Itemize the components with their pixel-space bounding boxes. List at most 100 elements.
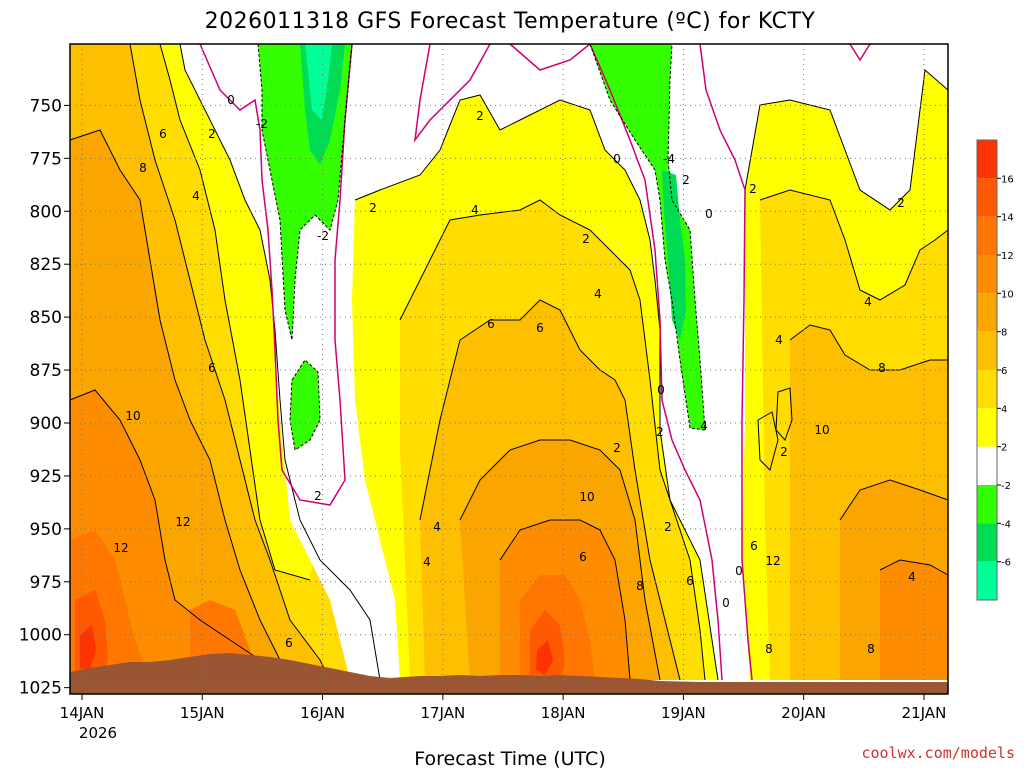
y-tick-label: 775: [30, 149, 62, 169]
colorbar-label: 16: [1001, 174, 1014, 185]
colorbar-swatch: [977, 446, 997, 485]
x-tick-label: 17JAN: [420, 704, 465, 722]
contour-label: 6: [579, 550, 587, 564]
band-neg6: [305, 44, 332, 120]
contour-label: 2: [780, 445, 788, 459]
colorbar-label: 8: [1001, 328, 1007, 339]
contour-label: 4: [594, 287, 602, 301]
contour-label: 8: [867, 642, 875, 656]
colorbar-swatch: [977, 331, 997, 370]
contour-label: 2: [208, 127, 216, 141]
colorbar-swatch: [977, 561, 997, 600]
x-tick-label: 21JAN: [902, 704, 947, 722]
terrain: [70, 653, 948, 694]
contour-label: 8: [139, 161, 147, 175]
colorbar-label: 6: [1001, 366, 1007, 377]
contour-label: 12: [113, 541, 128, 555]
band-16-plus-b: [536, 640, 553, 675]
y-tick-label: 800: [30, 202, 62, 222]
contour-label: 6: [536, 321, 544, 335]
band-neg2-b: [290, 360, 320, 450]
contour-lines: [69, 43, 949, 681]
colorbar-swatch: [977, 178, 997, 217]
y-tick-label: 1000: [19, 626, 62, 646]
colorbar-label: 12: [1001, 251, 1014, 262]
colorbar-label: -2: [1001, 481, 1011, 492]
contour-label: 4: [433, 520, 441, 534]
contour-label: 10: [814, 423, 829, 437]
y-tick-label: 900: [30, 414, 62, 434]
x-axis-label: Forecast Time (UTC): [414, 748, 605, 768]
x-tick-label: 15JAN: [180, 704, 225, 722]
colorbar: 16 14 12 10 8 6 4 2 -2 -4 -6: [976, 139, 1014, 601]
x-tick-year: 2026: [79, 724, 117, 742]
colorbar-swatch: [977, 140, 997, 179]
y-axis: 750 775 800 825 850 875 900 925 950 975 1000 1025: [19, 96, 70, 699]
contour-label: 8: [636, 579, 644, 593]
contour-label: 12: [765, 554, 780, 568]
contour-label: 4: [423, 555, 431, 569]
colorbar-label: 2: [1001, 443, 1007, 454]
contour-label: 6: [159, 127, 167, 141]
contour-label: 8: [765, 642, 773, 656]
contour-label: 4: [864, 295, 872, 309]
contour-label: 0: [227, 93, 235, 107]
contour-label: 2: [897, 196, 905, 210]
contour-label: 0: [735, 564, 743, 578]
negative-contours: [257, 43, 706, 451]
credit-link[interactable]: coolwx.com/models: [861, 744, 1015, 762]
colorbar-label: -4: [1001, 519, 1011, 530]
colorbar-label: 14: [1001, 213, 1014, 224]
contour-label: -2: [256, 117, 268, 131]
contour-label: 6: [285, 636, 293, 650]
x-tick-label: 19JAN: [661, 704, 706, 722]
contour-label: 4: [775, 333, 783, 347]
contour-label: 10: [125, 409, 140, 423]
contour-label: 2: [656, 425, 664, 439]
contour-label: 0: [722, 596, 730, 610]
contour-label: 2: [664, 520, 672, 534]
contour-label: 8: [878, 361, 886, 375]
contour-label: -2: [317, 229, 329, 243]
y-tick-label: 925: [30, 467, 62, 487]
temperature-fills: [70, 44, 948, 680]
contour-label: 2: [476, 109, 484, 123]
y-tick-label: 950: [30, 520, 62, 540]
y-tick-label: 975: [30, 573, 62, 593]
colorbar-swatch: [977, 293, 997, 332]
colorbar-swatch: [977, 408, 997, 447]
y-tick-label: 1025: [19, 679, 62, 699]
chart-title: 2026011318 GFS Forecast Temperature (ºC)…: [205, 9, 816, 34]
contour-label: 0: [613, 152, 621, 166]
colorbar-swatch: [977, 255, 997, 294]
x-axis: 14JAN 15JAN 16JAN 17JAN 18JAN 19JAN 20JAN 21JAN: [60, 694, 947, 722]
contour-label: 2: [613, 441, 621, 455]
y-tick-label: 750: [30, 96, 62, 116]
contour-label: 4: [700, 419, 708, 433]
band-16-plus: [80, 625, 96, 670]
colorbar-swatch: [977, 485, 997, 524]
contour-label: 2: [369, 201, 377, 215]
contour-label: 4: [471, 203, 479, 217]
y-tick-label: 875: [30, 361, 62, 381]
x-tick-label: 18JAN: [541, 704, 586, 722]
colorbar-swatch: [977, 216, 997, 255]
x-tick-label: 20JAN: [781, 704, 826, 722]
x-tick-label: 16JAN: [300, 704, 345, 722]
contour-label: 2: [582, 232, 590, 246]
band-neg4-b: [662, 170, 686, 340]
contour-label: -4: [663, 152, 675, 166]
y-tick-label: 825: [30, 255, 62, 275]
colorbar-swatch: [977, 370, 997, 409]
grid-lines: [70, 44, 948, 694]
band-0-2-b: [590, 44, 750, 680]
y-tick-label: 850: [30, 308, 62, 328]
x-tick-label: 14JAN: [60, 704, 105, 722]
contour-label: 6: [487, 317, 495, 331]
band-10-12-c: [880, 560, 948, 680]
plot-frame: [69, 43, 949, 695]
contour-label: 12: [175, 515, 190, 529]
